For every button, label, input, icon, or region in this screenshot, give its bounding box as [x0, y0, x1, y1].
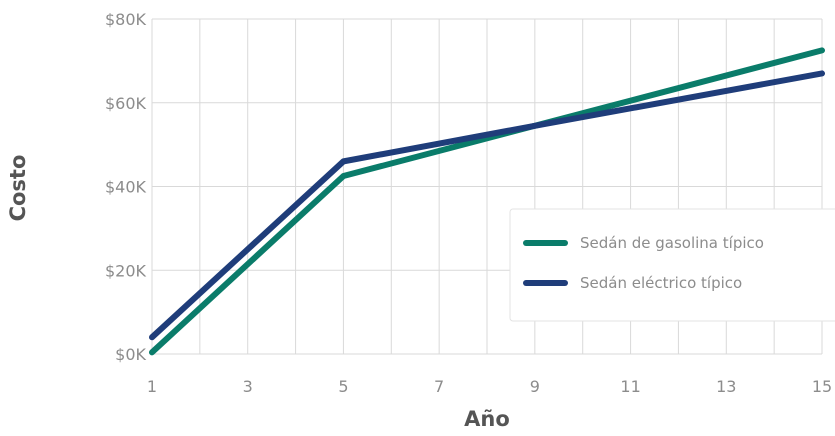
- y-tick-label: $0K: [115, 345, 146, 364]
- y-tick-label: $80K: [105, 10, 147, 29]
- x-tick-labels: 1 3 5 7 9 11 13 15: [147, 377, 832, 396]
- y-tick-label: $60K: [105, 94, 147, 113]
- x-tick-label: 7: [434, 377, 444, 396]
- y-tick-label: $40K: [105, 178, 147, 197]
- legend-label: Sedán de gasolina típico: [580, 234, 764, 252]
- y-axis-title: Costo: [6, 155, 30, 222]
- y-tick-label: $20K: [105, 261, 147, 280]
- x-tick-label: 5: [338, 377, 348, 396]
- x-tick-label: 1: [147, 377, 157, 396]
- series-line-2: [149, 70, 825, 341]
- x-tick-label: 13: [716, 377, 736, 396]
- x-axis-title: Año: [464, 407, 510, 431]
- legend-label: Sedán eléctrico típico: [580, 274, 742, 292]
- x-tick-label: 15: [812, 377, 832, 396]
- legend-box: [509, 208, 835, 322]
- y-tick-labels: $0K $20K $40K $60K $80K: [105, 10, 147, 364]
- series-lines: [149, 47, 825, 356]
- x-tick-label: 11: [620, 377, 640, 396]
- legend: Sedán de gasolina típico Sedán eléctrico …: [509, 208, 835, 322]
- x-tick-label: 3: [243, 377, 253, 396]
- series-line-1: [149, 47, 825, 356]
- x-tick-label: 9: [530, 377, 540, 396]
